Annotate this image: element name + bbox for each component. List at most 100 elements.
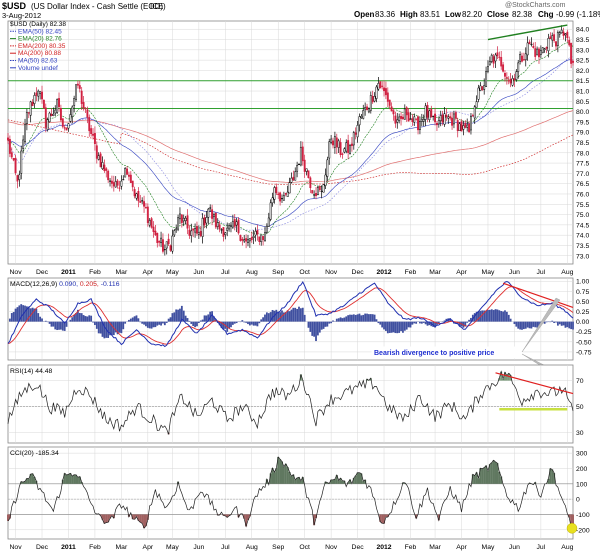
candle-body bbox=[282, 195, 285, 201]
candle-body bbox=[454, 112, 457, 119]
x-tick-label: Dec bbox=[352, 544, 365, 551]
x-tick-label: Apr bbox=[456, 269, 467, 276]
rsi-line bbox=[7, 370, 574, 435]
candle-body bbox=[532, 46, 535, 48]
y-tick-label: 50 bbox=[576, 404, 584, 411]
candle-body bbox=[264, 232, 266, 242]
candle-body bbox=[7, 137, 9, 141]
candle-body bbox=[488, 61, 491, 66]
candle-body bbox=[568, 40, 571, 46]
x-tick-label: Jun bbox=[193, 269, 204, 276]
candle-body bbox=[543, 48, 546, 51]
candle-body bbox=[52, 113, 55, 116]
y-tick-label: 79.5 bbox=[576, 119, 589, 126]
ma50-line bbox=[7, 56, 574, 231]
y-tick-label: -0.75 bbox=[576, 349, 592, 356]
candle-body bbox=[432, 115, 435, 117]
candle-body bbox=[12, 158, 15, 161]
candle-body bbox=[492, 56, 495, 64]
y-tick-label: 81.0 bbox=[576, 89, 589, 96]
candle-body bbox=[305, 168, 308, 172]
candle-body bbox=[48, 112, 51, 122]
candle-body bbox=[428, 110, 431, 121]
candle-body bbox=[343, 148, 346, 153]
candle-body bbox=[245, 238, 248, 242]
y-tick-label: -0.25 bbox=[576, 329, 592, 336]
candle-body bbox=[330, 138, 333, 143]
candle-body bbox=[99, 153, 102, 168]
y-tick-label: 0.25 bbox=[576, 309, 589, 316]
candle-body bbox=[35, 92, 38, 96]
candle-body bbox=[8, 139, 11, 154]
candle-body bbox=[364, 107, 367, 110]
candle-body bbox=[313, 194, 316, 196]
rsi-frame bbox=[7, 364, 574, 444]
candle-body bbox=[290, 177, 293, 183]
candle-body bbox=[564, 33, 567, 36]
candle-body bbox=[471, 115, 474, 117]
x-tick-label: Mar bbox=[116, 544, 128, 551]
macd-line bbox=[7, 280, 574, 348]
candle-body bbox=[137, 191, 140, 202]
x-tick-label: Jul bbox=[537, 544, 546, 551]
candle-body bbox=[95, 145, 98, 159]
y-tick-label: 76.5 bbox=[576, 181, 589, 188]
candle-body bbox=[322, 184, 325, 193]
candle-body bbox=[281, 198, 283, 200]
candle-body bbox=[373, 96, 376, 102]
y-tick-label: 1.00 bbox=[576, 279, 589, 286]
y-tick-label: 81.5 bbox=[576, 78, 589, 85]
candle-body bbox=[190, 230, 193, 236]
candle-body bbox=[207, 208, 210, 218]
candle-body bbox=[505, 77, 508, 79]
x-tick-label: Mar bbox=[429, 269, 441, 276]
rsi-divergence-line bbox=[495, 372, 574, 395]
macd-legend-part: -0.116 bbox=[99, 281, 120, 288]
ema20-line bbox=[7, 42, 574, 235]
x-tick-label: Mar bbox=[116, 269, 128, 276]
candle-body bbox=[82, 102, 85, 109]
candle-body bbox=[558, 32, 561, 35]
candle-body bbox=[299, 146, 302, 166]
candle-body bbox=[196, 226, 198, 234]
candle-body bbox=[258, 236, 261, 242]
candle-body bbox=[315, 193, 317, 196]
candle-body bbox=[490, 54, 493, 62]
candle-body bbox=[158, 240, 161, 243]
candle-body bbox=[466, 124, 469, 128]
candle-body bbox=[473, 106, 476, 119]
candle-body bbox=[279, 192, 282, 202]
candle-body bbox=[144, 207, 147, 209]
candle-body bbox=[551, 35, 554, 41]
candle-body bbox=[65, 127, 68, 131]
candle-body bbox=[354, 132, 357, 135]
candle-body bbox=[69, 114, 72, 122]
x-tick-label: Apr bbox=[143, 269, 154, 276]
candle-body bbox=[122, 179, 125, 181]
candle-body bbox=[555, 41, 557, 47]
candle-body bbox=[269, 202, 272, 220]
candle-body bbox=[296, 165, 299, 172]
y-tick-label: 74.5 bbox=[576, 222, 589, 229]
candle-body bbox=[515, 71, 518, 80]
close-value: 82.38 bbox=[512, 10, 533, 19]
candle-body bbox=[171, 235, 174, 252]
candle-body bbox=[213, 214, 215, 217]
x-tick-label: Dec bbox=[36, 269, 49, 276]
candle-body bbox=[528, 41, 531, 44]
candle-body bbox=[566, 31, 569, 39]
candle-body bbox=[362, 110, 365, 119]
candle-body bbox=[547, 38, 550, 52]
y-tick-label: 0.00 bbox=[576, 319, 589, 326]
candle-body bbox=[231, 221, 234, 228]
macd-signal-line bbox=[7, 286, 574, 345]
candle-body bbox=[307, 170, 310, 178]
candle-body bbox=[76, 83, 79, 86]
y-tick-label: 70 bbox=[576, 378, 584, 385]
candle-body bbox=[86, 109, 89, 118]
candle-body bbox=[475, 101, 478, 108]
candle-body bbox=[335, 137, 338, 148]
candle-body bbox=[93, 133, 96, 144]
candle-body bbox=[29, 101, 32, 116]
x-tick-label: Nov bbox=[325, 544, 338, 551]
